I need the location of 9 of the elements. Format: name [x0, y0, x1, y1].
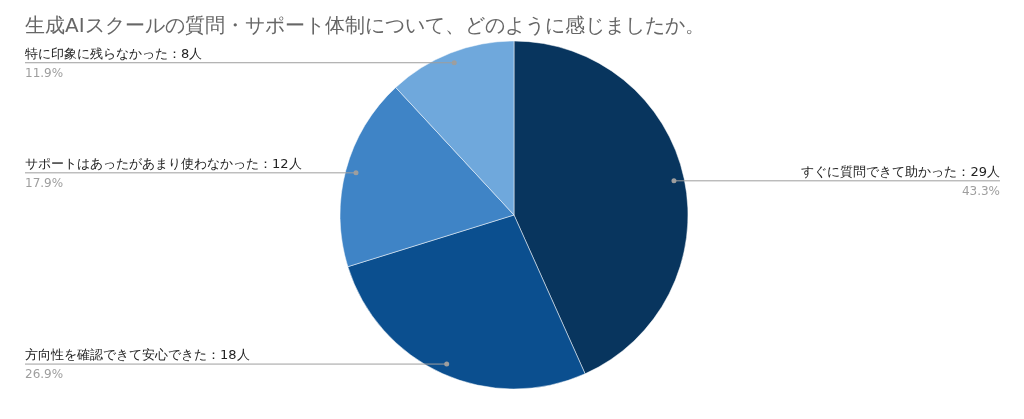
data-label: 26.9%	[25, 367, 64, 382]
slice-label: 方向性を確認できて安心できた：18人	[25, 347, 250, 363]
data-label: 17.9%	[25, 175, 64, 190]
chart-title: 生成AIスクールの質問・サポート体制について、どのように感じましたか。	[25, 13, 705, 37]
data-label: 11.9%	[25, 65, 64, 80]
slice-label: すぐに質問できて助かった：29人	[801, 163, 1000, 179]
slice-label: サポートはあったがあまり使わなかった：12人	[25, 155, 302, 171]
data-label: 43.3%	[961, 183, 1000, 198]
slice-label: 特に印象に残らなかった：8人	[25, 45, 203, 61]
